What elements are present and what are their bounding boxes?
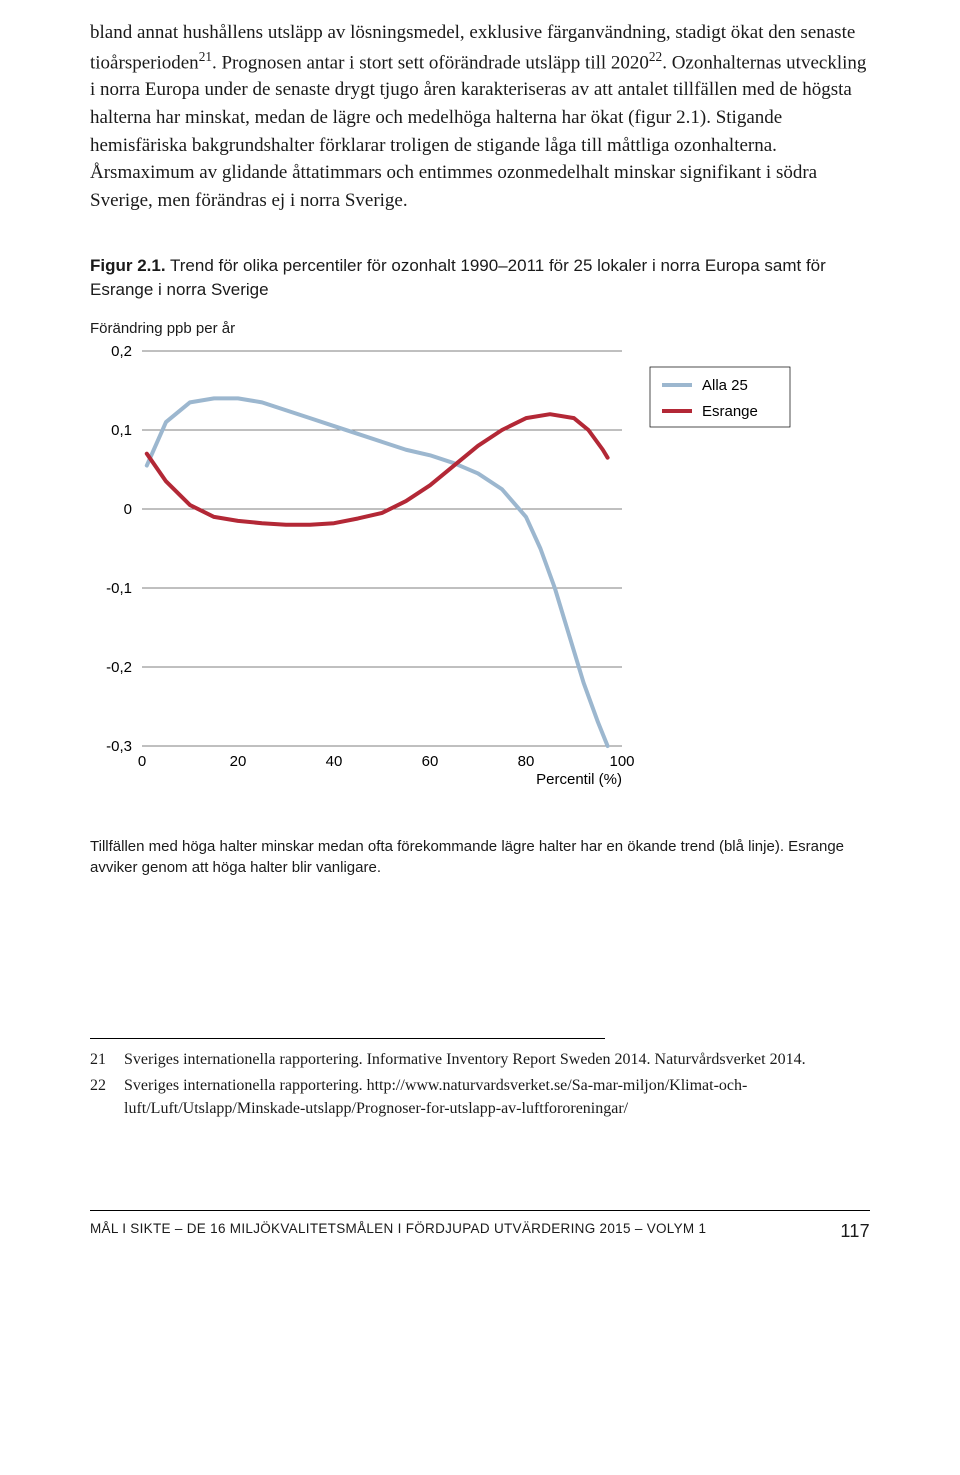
line-chart: -0,3 -0,2 -0,1 0 0,1 0,2 0 20 40 60 80 100Percentil… (90, 341, 840, 821)
svg-text:Percentil (%): Percentil (%) (536, 771, 622, 788)
svg-text:40: 40 (326, 753, 343, 770)
svg-text:0: 0 (124, 501, 132, 518)
svg-text:0,1: 0,1 (111, 422, 132, 439)
svg-text:0: 0 (138, 753, 146, 770)
svg-text:-0,3: -0,3 (106, 738, 132, 755)
figure-number: Figur 2.1. (90, 256, 166, 275)
footnotes-block: 21Sveriges internationella rapportering.… (90, 1049, 870, 1120)
y-axis-label: Förändring ppb per år (90, 320, 870, 337)
svg-text:Alla 25: Alla 25 (702, 377, 748, 394)
footnote-number: 21 (90, 1049, 124, 1071)
svg-text:-0,1: -0,1 (106, 580, 132, 597)
footnotes-rule (90, 1038, 605, 1039)
chart-container: -0,3 -0,2 -0,1 0 0,1 0,2 0 20 40 60 80 100Percentil… (90, 341, 870, 826)
svg-text:20: 20 (230, 753, 247, 770)
chart-caption: Tillfällen med höga halter minskar medan… (90, 836, 870, 878)
footnote-text: Sveriges internationella rapportering. h… (124, 1075, 870, 1120)
svg-text:60: 60 (422, 753, 439, 770)
figure-title: Figur 2.1. Trend för olika percentiler f… (90, 254, 870, 302)
svg-text:80: 80 (518, 753, 535, 770)
figure-title-text: Trend för olika percentiler för ozonhalt… (90, 256, 826, 299)
body-paragraph: bland annat hushållens utsläpp av lösnin… (90, 19, 870, 214)
footnote-row: 21Sveriges internationella rapportering.… (90, 1049, 870, 1071)
footnote-row: 22Sveriges internationella rapportering.… (90, 1075, 870, 1120)
page-number: 117 (840, 1221, 870, 1242)
svg-text:100: 100 (609, 753, 634, 770)
footnote-text: Sveriges internationella rapportering. I… (124, 1049, 806, 1071)
footer-text: MÅL I SIKTE – DE 16 MILJÖKVALITETSMÅLEN … (90, 1221, 706, 1242)
page-footer: MÅL I SIKTE – DE 16 MILJÖKVALITETSMÅLEN … (90, 1210, 870, 1242)
svg-text:-0,2: -0,2 (106, 659, 132, 676)
footnote-number: 22 (90, 1075, 124, 1120)
svg-text:Esrange: Esrange (702, 403, 758, 420)
svg-text:0,2: 0,2 (111, 343, 132, 360)
